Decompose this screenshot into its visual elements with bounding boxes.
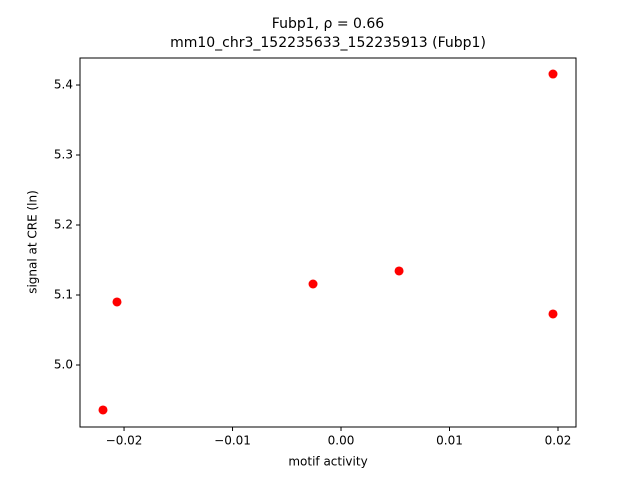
point bbox=[394, 266, 404, 276]
y-axis-label: signal at CRE (ln) bbox=[26, 190, 40, 294]
chart-title: Fubp1, ρ = 0.66 bbox=[272, 16, 385, 32]
y-tick-label: 5.1 bbox=[54, 287, 73, 301]
plot-frame bbox=[79, 57, 577, 428]
chart-subtitle: mm10_chr3_152235633_152235913 (Fubp1) bbox=[170, 35, 486, 51]
x-tick-label: 0.02 bbox=[545, 434, 572, 448]
x-tick-label: −0.02 bbox=[106, 434, 143, 448]
point bbox=[548, 69, 558, 79]
y-tick-label: 5.3 bbox=[54, 148, 73, 162]
x-tick-label: 0.00 bbox=[328, 434, 355, 448]
y-tick-label: 5.2 bbox=[54, 218, 73, 232]
point bbox=[98, 405, 108, 415]
y-tick-label: 5.0 bbox=[54, 357, 73, 371]
point bbox=[308, 279, 318, 289]
x-axis-label: motif activity bbox=[288, 455, 367, 469]
point bbox=[548, 309, 558, 319]
x-tick-label: −0.01 bbox=[214, 434, 251, 448]
x-tick-label: 0.01 bbox=[436, 434, 463, 448]
point bbox=[112, 297, 122, 307]
y-tick-label: 5.4 bbox=[54, 78, 73, 92]
